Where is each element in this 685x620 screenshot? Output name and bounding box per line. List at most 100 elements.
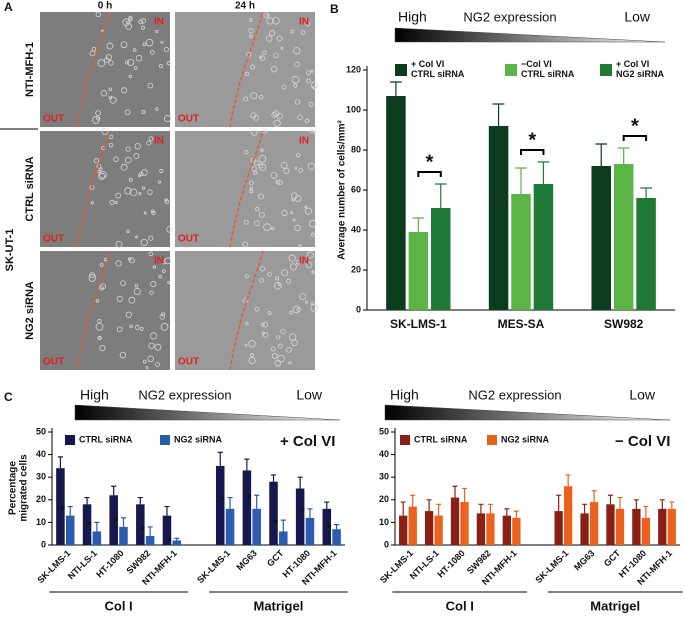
cell	[152, 265, 157, 269]
bar	[502, 515, 511, 545]
cell	[270, 346, 276, 352]
scale-low: Low	[629, 387, 656, 403]
cell	[155, 29, 159, 33]
cell	[148, 235, 154, 241]
cell	[98, 285, 104, 291]
error-bar	[504, 508, 510, 516]
x-tick-label: SK-LMS-1	[390, 317, 447, 331]
cell	[292, 218, 296, 222]
cell	[134, 324, 140, 330]
cell	[281, 209, 288, 217]
cell	[291, 75, 300, 84]
significance: *	[247, 491, 252, 505]
y-tick-label: 10	[36, 517, 46, 527]
y-axis-label: Percentagemigrated cells	[7, 454, 29, 522]
cell	[310, 232, 315, 237]
cell	[262, 321, 269, 328]
legend-label: NG2 siRNA	[501, 434, 550, 444]
error-bar	[556, 494, 562, 512]
cell	[142, 42, 147, 47]
out-label: OUT	[178, 114, 199, 125]
in-label: IN	[299, 17, 309, 28]
cell	[89, 50, 96, 57]
cell	[89, 272, 96, 279]
error-bar	[513, 510, 519, 518]
cell	[277, 179, 283, 186]
cell	[244, 343, 248, 347]
bar	[322, 508, 332, 545]
legend-label: + Col VI NG2 siRNA	[616, 59, 665, 79]
error-bar	[334, 524, 340, 530]
error-bar	[244, 458, 250, 471]
cell	[141, 169, 148, 176]
cell	[270, 172, 278, 179]
cell	[132, 48, 137, 52]
bar	[408, 506, 417, 545]
cell	[99, 345, 106, 352]
cell	[99, 283, 106, 290]
scale-label: NG2 expression	[468, 387, 561, 402]
cell	[273, 52, 279, 59]
cell	[286, 278, 292, 284]
cell	[304, 205, 308, 209]
cell	[270, 66, 278, 73]
cell	[134, 283, 139, 288]
x-tick-label: SK-LMS-1	[378, 548, 415, 585]
cell	[265, 35, 273, 42]
bracket	[520, 149, 545, 155]
cell	[294, 166, 298, 170]
cell	[275, 276, 280, 281]
cell	[141, 110, 146, 114]
cell	[305, 21, 311, 27]
cell	[124, 156, 132, 164]
y-tick-label: 50	[36, 426, 46, 436]
error-bar	[94, 521, 100, 532]
cell	[108, 60, 114, 66]
cell	[124, 109, 131, 116]
significance: *	[140, 523, 145, 537]
error-bar	[217, 451, 223, 466]
significance: *	[273, 516, 278, 530]
bar	[434, 515, 443, 545]
bar	[580, 513, 589, 545]
cell	[276, 335, 281, 340]
error-bar	[120, 517, 127, 527]
cell	[244, 150, 249, 155]
significance: *	[113, 514, 118, 528]
cell	[244, 274, 249, 279]
x-tick-label: GCT	[265, 548, 286, 569]
annotation: + Col VI	[280, 433, 335, 450]
cell	[140, 238, 148, 247]
error-bar	[595, 143, 608, 166]
error-bar	[227, 496, 233, 509]
bar	[564, 486, 573, 545]
panel-label: A	[4, 0, 13, 14]
cell	[99, 263, 104, 267]
cell	[308, 219, 317, 228]
cell	[294, 61, 300, 68]
scale-high: High	[80, 387, 109, 403]
y-tick-label: 60	[351, 184, 361, 194]
cell	[307, 162, 316, 170]
scale-label: NG2 expression	[138, 387, 231, 402]
bar	[533, 184, 554, 310]
cell	[141, 186, 146, 190]
cell	[128, 177, 133, 182]
bar	[460, 502, 469, 545]
bracket-label: *	[631, 115, 639, 137]
bar	[162, 515, 172, 545]
bar	[136, 504, 145, 545]
error-bar	[643, 505, 649, 518]
error-bar	[640, 187, 652, 198]
y-tick-label: 20	[351, 264, 361, 274]
cell	[249, 34, 253, 38]
group-label: Matrigel	[590, 598, 640, 613]
cell	[106, 42, 114, 50]
cell	[127, 58, 135, 66]
legend-label: + Col VI CTRL siRNA	[411, 59, 465, 79]
cell	[254, 160, 260, 166]
error-bar	[515, 167, 527, 194]
cell	[129, 324, 133, 329]
cell	[290, 29, 295, 34]
bar	[305, 517, 315, 545]
